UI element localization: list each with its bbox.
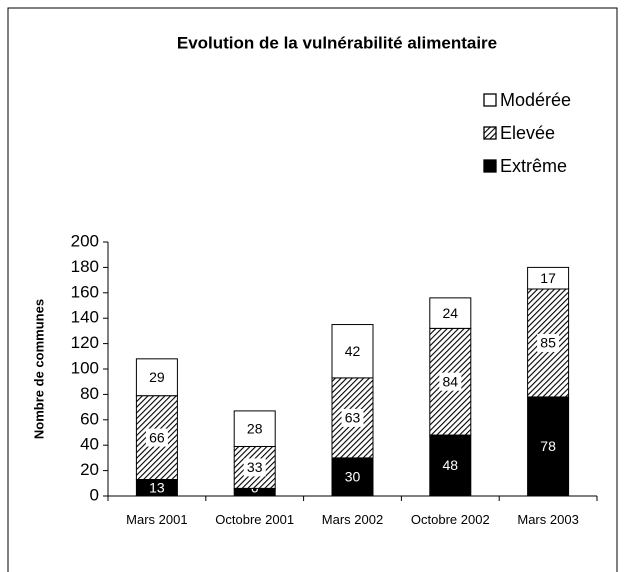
y-tick-label: 180: [71, 257, 99, 276]
data-label: 42: [345, 343, 361, 359]
data-label: 17: [540, 270, 556, 286]
y-tick-label: 200: [71, 231, 99, 250]
legend-swatch: [483, 93, 497, 107]
x-tick-label: Mars 2003: [517, 512, 579, 527]
x-tick-label: Octobre 2002: [410, 512, 490, 527]
y-tick-label: 0: [90, 485, 99, 504]
y-tick-label: 20: [80, 460, 99, 479]
data-label: 29: [149, 369, 165, 385]
bar-segment: [135, 358, 178, 397]
y-tick-label: 140: [71, 308, 99, 327]
y-axis-label: Nombre de communes: [31, 299, 46, 439]
y-tick-label: 80: [80, 384, 99, 403]
legend-label: Elevée: [500, 123, 555, 143]
data-label: 85: [540, 335, 556, 351]
x-tick-label: Mars 2002: [321, 512, 384, 527]
data-label: 33: [247, 459, 263, 475]
y-tick-label: 40: [80, 435, 99, 454]
data-label: 30: [345, 469, 361, 485]
bar-segment: [233, 410, 276, 447]
legend-swatch: [483, 159, 497, 173]
bar-segment: [527, 396, 570, 497]
label-bg: [145, 428, 168, 447]
data-label: 63: [345, 410, 361, 426]
legend-label: Modérée: [500, 90, 571, 110]
chart-title: Evolution de la vulnérabilité alimentair…: [177, 33, 497, 52]
bar-segment: [331, 324, 374, 379]
legend-label: Extrême: [500, 156, 567, 176]
label-bg: [341, 408, 364, 427]
legend-swatch: [483, 126, 497, 140]
label-bg: [537, 333, 560, 352]
data-label: 84: [443, 373, 459, 389]
data-label: 24: [443, 305, 459, 321]
bar-segment: [429, 297, 472, 329]
y-tick-label: 60: [80, 409, 99, 428]
label-bg: [439, 372, 462, 391]
data-label: 13: [149, 479, 165, 495]
y-tick-label: 100: [71, 358, 99, 377]
frame: [7, 7, 618, 572]
data-label: 66: [149, 429, 165, 445]
data-label: 28: [247, 420, 263, 436]
data-label: 78: [540, 438, 556, 454]
x-tick-label: Octobre 2001: [215, 512, 295, 527]
y-tick-label: 160: [71, 282, 99, 301]
label-bg: [243, 458, 266, 477]
y-tick-label: 120: [71, 333, 99, 352]
x-tick-label: Mars 2001: [126, 512, 188, 527]
data-label: 48: [443, 457, 459, 473]
bar-segment: [527, 266, 570, 290]
